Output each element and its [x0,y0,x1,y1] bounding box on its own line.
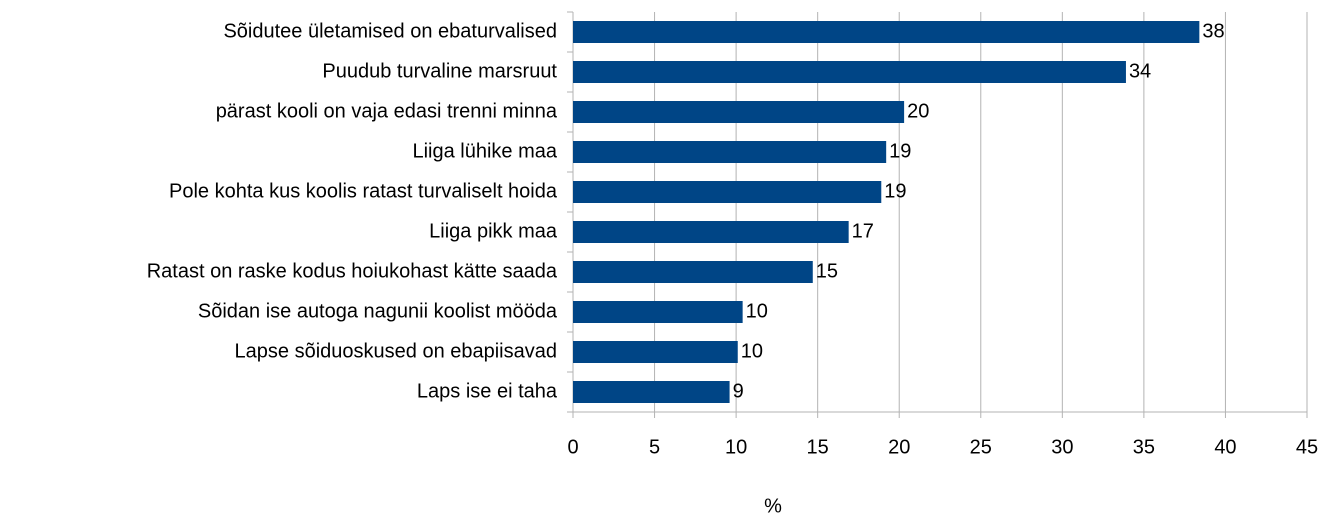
x-tick-label: 20 [888,436,910,458]
y-tick-label: Ratast on raske kodus hoiukohast kätte s… [147,260,558,282]
x-tick-label: 40 [1214,436,1236,458]
data-label: 17 [852,220,874,242]
x-tick-label: 30 [1051,436,1073,458]
x-tick-label: 35 [1133,436,1155,458]
y-tick-label: pärast kooli on vaja edasi trenni minna [216,100,558,122]
y-tick-label: Pole kohta kus koolis ratast turvaliselt… [169,180,558,202]
y-tick-label: Sõidutee ületamised on ebaturvalised [223,20,557,42]
x-tick-label: 0 [567,436,578,458]
data-label: 15 [816,260,838,282]
data-label: 9 [733,380,744,402]
y-tick-label: Liiga pikk maa [429,220,558,242]
x-tick-label: 25 [970,436,992,458]
y-tick-label: Puudub turvaline marsruut [322,60,557,82]
bar [573,301,743,323]
data-label: 20 [907,100,929,122]
y-tick-label: Liiga lühike maa [412,140,557,162]
y-tick-label: Lapse sõiduoskused on ebapiisavad [235,340,557,362]
data-label: 10 [741,340,763,362]
x-tick-label: 10 [725,436,747,458]
data-label: 10 [746,300,768,322]
x-axis-label: % [764,495,782,515]
bar [573,181,882,203]
data-label: 34 [1129,60,1151,82]
x-tick-label: 15 [807,436,829,458]
y-tick-label: Laps ise ei taha [417,380,558,402]
bar [573,61,1126,83]
bar [573,341,738,363]
bar [573,101,905,123]
x-tick-label: 5 [649,436,660,458]
bar [573,381,730,403]
data-label: 19 [884,180,906,202]
x-tick-label: 45 [1296,436,1318,458]
bar [573,141,887,163]
bar [573,21,1200,43]
bar [573,221,849,243]
bar [573,261,813,283]
y-tick-label: Sõidan ise autoga nagunii koolist mööda [198,300,558,322]
data-label: 19 [889,140,911,162]
data-label: 38 [1202,20,1224,42]
